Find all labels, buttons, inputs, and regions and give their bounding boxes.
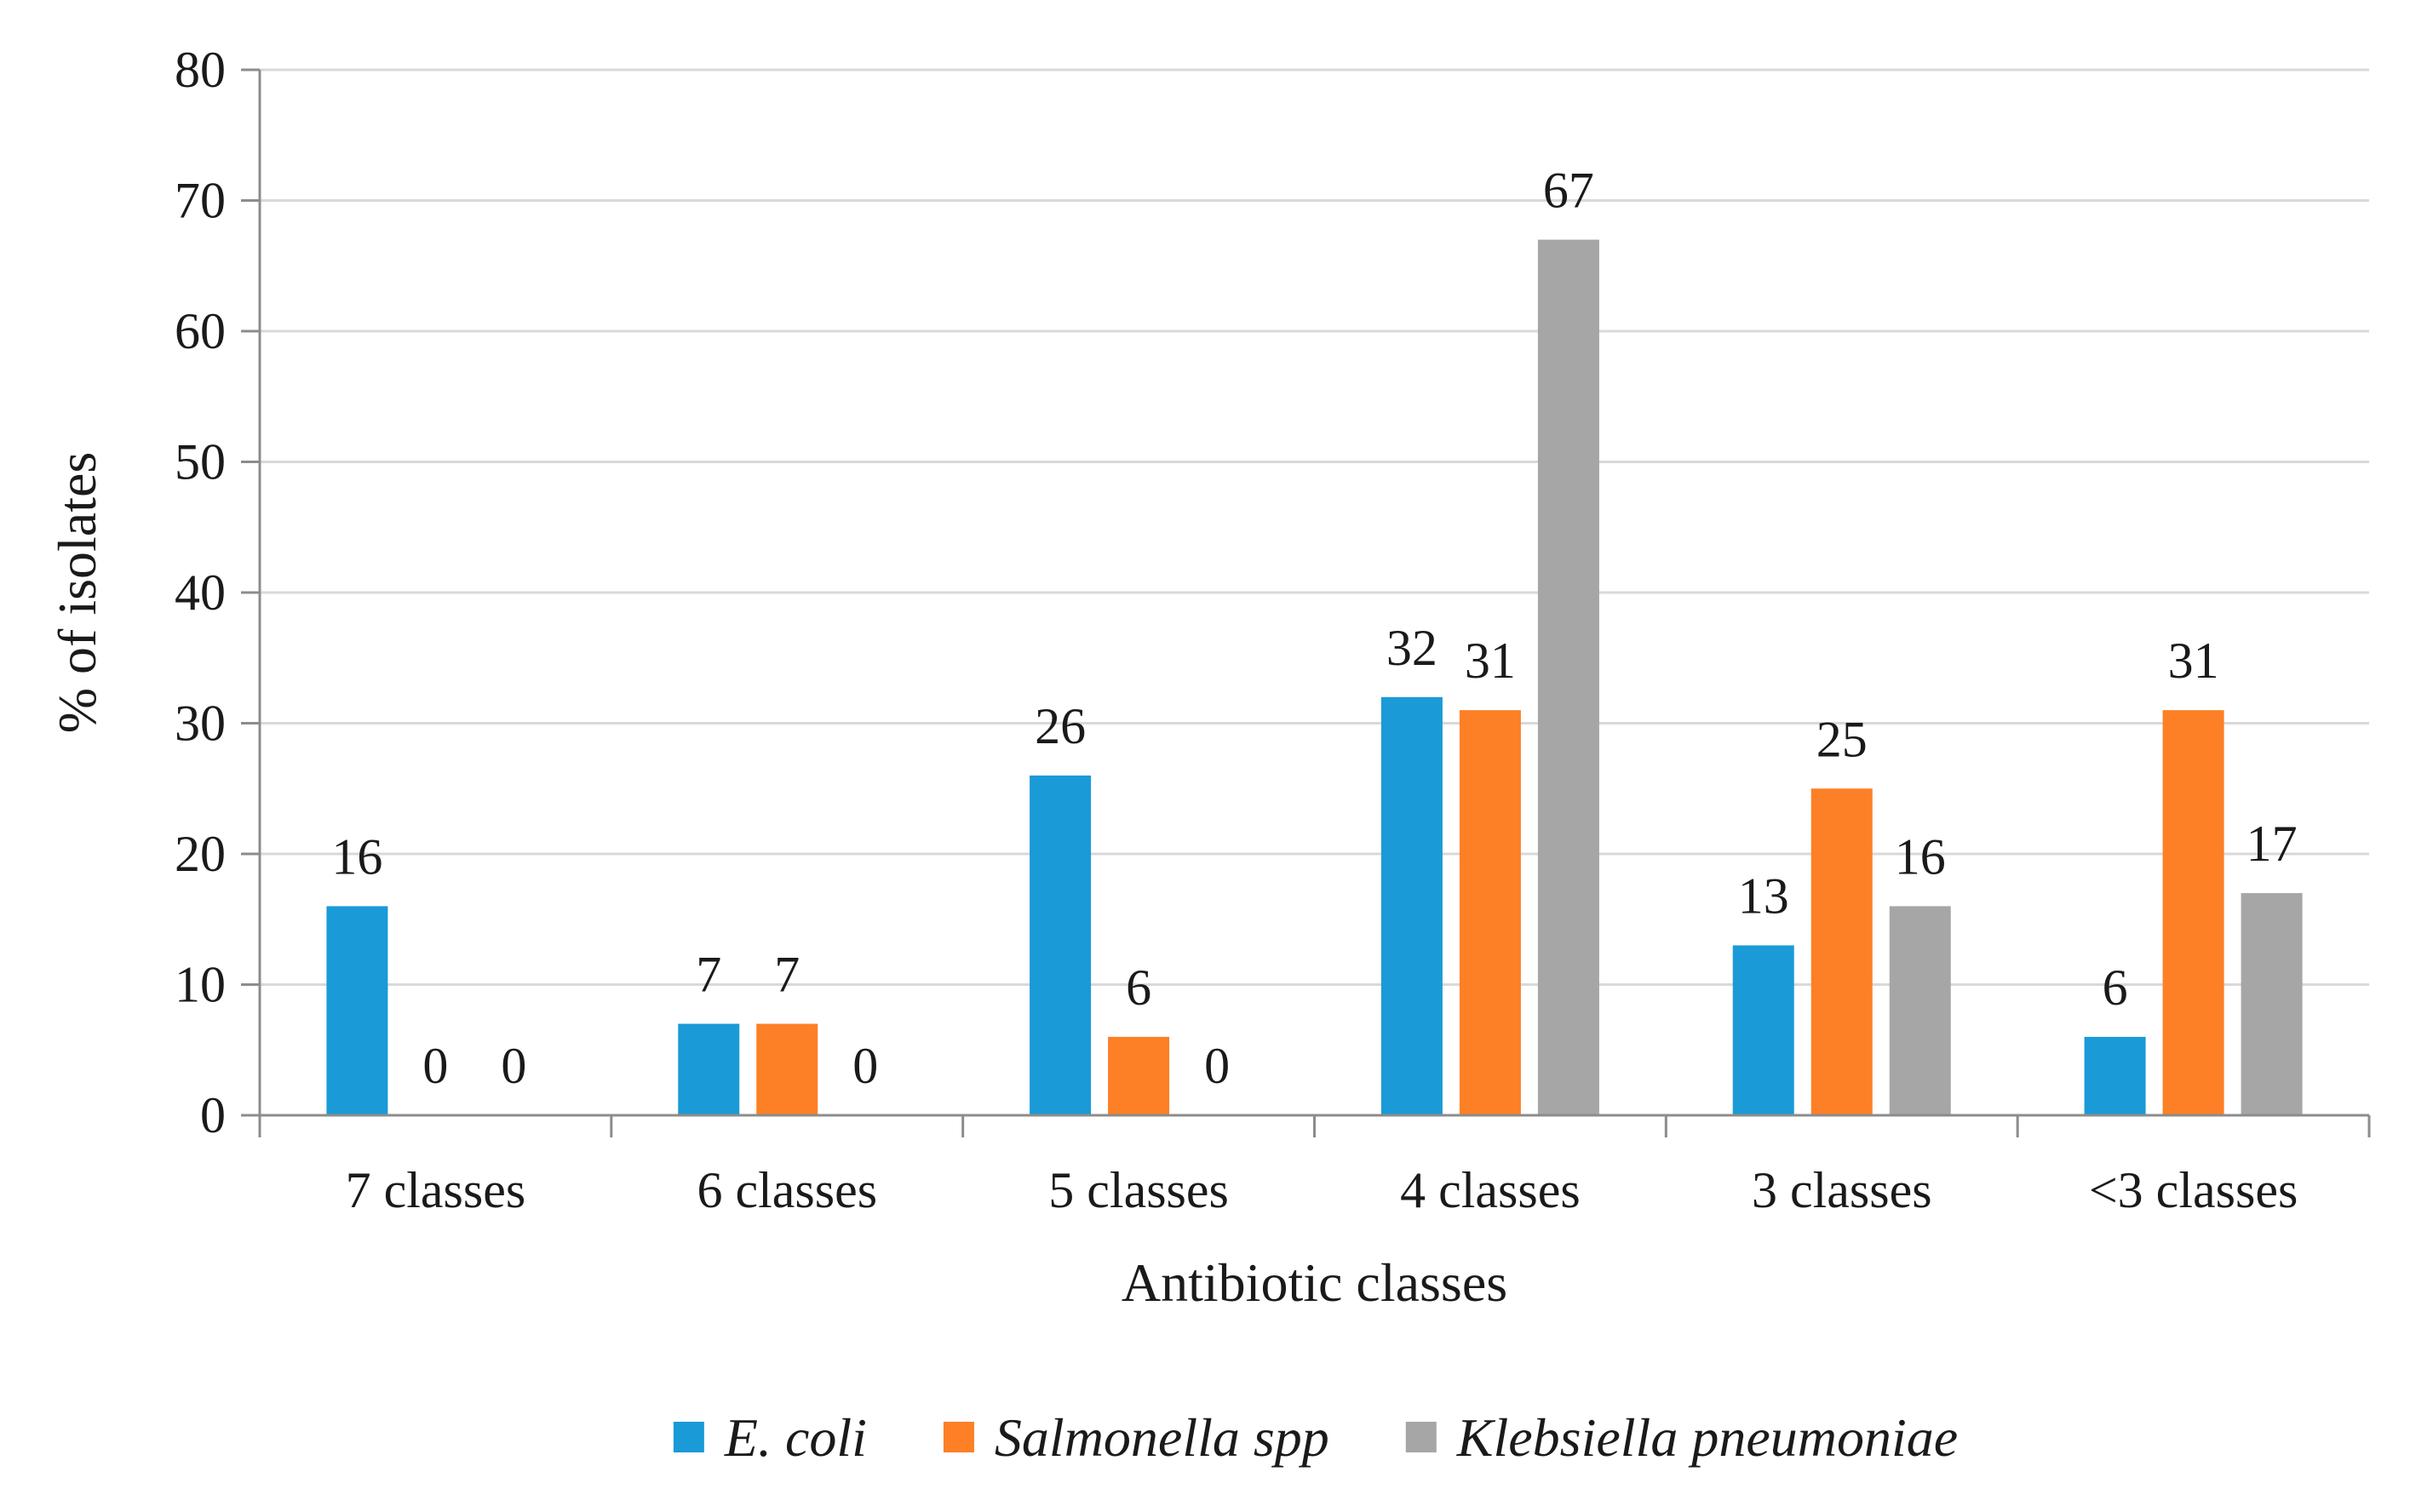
bar-e-coli-3-classes [2084,1036,2146,1115]
x-tick-label-7-classes: 7 classes [346,1162,526,1218]
data-label-salmonella-spp-7-classes: 0 [422,1038,448,1094]
data-label-e-coli-4-classes: 32 [1386,620,1437,676]
data-label-e-coli-6-classes: 7 [696,947,721,1003]
legend-swatch-e-coli [673,1422,704,1452]
bar-klebsiella-pneumoniae-3-classes [2241,893,2303,1115]
legend-label-e-coli: E. coli [724,1407,867,1468]
bar-salmonella-spp-6-classes [756,1023,818,1115]
y-tick-label-80: 80 [175,42,226,98]
y-tick-label-40: 40 [175,564,226,621]
x-tick-label-3-classes: <3 classes [2089,1162,2298,1218]
data-label-salmonella-spp-3-classes: 25 [1816,711,1868,767]
data-label-salmonella-spp-3-classes: 31 [2168,633,2219,689]
bars [326,239,2303,1115]
data-label-salmonella-spp-6-classes: 7 [774,947,800,1003]
x-tick-label-3-classes: 3 classes [1752,1162,1932,1218]
bar-e-coli-6-classes [678,1023,740,1115]
data-label-klebsiella-pneumoniae-7-classes: 0 [501,1038,526,1094]
bar-salmonella-spp-5-classes [1108,1036,1170,1115]
x-tick-label-5-classes: 5 classes [1048,1162,1229,1218]
data-label-salmonella-spp-5-classes: 6 [1126,959,1151,1016]
bar-salmonella-spp-3-classes [1810,788,1873,1115]
data-label-klebsiella-pneumoniae-5-classes: 0 [1204,1038,1230,1094]
y-tick-label-60: 60 [175,303,226,359]
data-label-klebsiella-pneumoniae-4-classes: 67 [1543,163,1594,219]
bar-klebsiella-pneumoniae-3-classes [1889,906,1951,1115]
data-label-klebsiella-pneumoniae-3-classes: 17 [2246,816,2298,872]
legend-label-salmonella-spp: Salmonella spp [995,1407,1329,1468]
data-label-e-coli-7-classes: 16 [331,828,382,885]
data-label-e-coli-5-classes: 26 [1035,698,1086,754]
legend-swatch-klebsiella-pneumoniae [1405,1422,1437,1452]
data-label-salmonella-spp-4-classes: 31 [1465,633,1516,689]
y-tick-label-0: 0 [200,1087,226,1143]
data-label-e-coli-3-classes: 13 [1738,868,1789,924]
gridlines [260,68,2369,986]
x-tick-label-4-classes: 4 classes [1400,1162,1581,1218]
data-label-e-coli-3-classes: 6 [2103,959,2128,1016]
legend: E. coli Salmonella spp Klebsiella pneumoni… [673,1407,1958,1468]
data-label-klebsiella-pneumoniae-3-classes: 16 [1895,828,1946,885]
y-axis-title: % of isolates [47,452,107,734]
y-tick-label-30: 30 [175,696,226,752]
data-label-klebsiella-pneumoniae-6-classes: 0 [852,1038,878,1094]
y-tick-label-50: 50 [175,434,226,490]
legend-label-klebsiella-pneumoniae: Klebsiella pneumoniae [1456,1407,1958,1468]
bar-salmonella-spp-3-classes [2162,710,2224,1115]
bar-e-coli-7-classes [326,906,388,1115]
x-axis-title: Antibiotic classes [1122,1252,1507,1313]
y-tick-label-10: 10 [175,957,226,1013]
bar-salmonella-spp-4-classes [1459,710,1521,1115]
bar-e-coli-5-classes [1030,775,1092,1115]
y-tick-label-20: 20 [175,826,226,882]
legend-swatch-salmonella-spp [943,1422,974,1452]
bar-klebsiella-pneumoniae-4-classes [1537,239,1599,1115]
x-tick-label-6-classes: 6 classes [697,1162,877,1218]
bar-e-coli-3-classes [1732,945,1794,1115]
bar-e-coli-4-classes [1380,696,1443,1115]
y-tick-label-70: 70 [175,173,226,229]
